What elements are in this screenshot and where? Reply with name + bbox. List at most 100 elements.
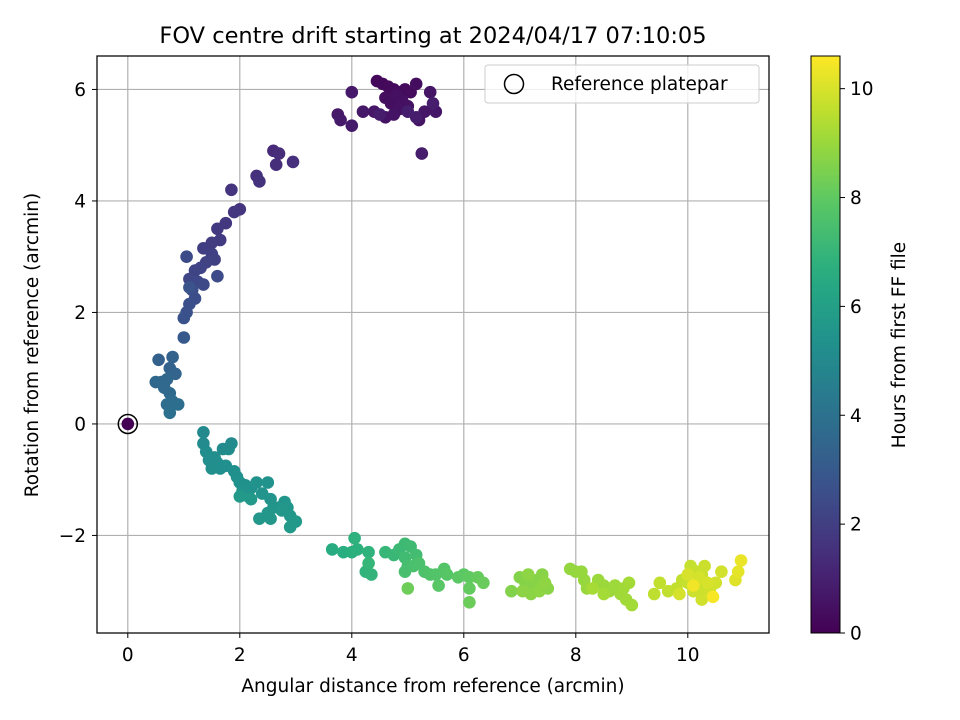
data-point <box>362 557 375 570</box>
data-point <box>197 278 210 291</box>
data-point <box>211 222 224 236</box>
colorbar-ticks: 0 2 4 6 8 10 <box>840 79 874 645</box>
x-tick-label: 6 <box>458 645 470 666</box>
data-point <box>423 85 437 99</box>
colorbar-tick-label: 0 <box>850 624 862 645</box>
data-point <box>373 108 387 121</box>
data-point <box>401 582 415 595</box>
data-point <box>345 119 359 132</box>
data-point <box>180 250 193 263</box>
legend-label: Reference platepar <box>551 74 728 95</box>
data-point <box>734 554 748 567</box>
x-tick-label: 8 <box>570 645 582 666</box>
data-point <box>463 582 476 595</box>
colorbar <box>810 55 841 634</box>
plot-area-frame <box>96 55 770 634</box>
x-axis-label: Angular distance from reference (arcmin) <box>241 676 624 697</box>
data-point <box>647 587 661 601</box>
data-point <box>244 492 258 506</box>
data-point <box>426 97 440 110</box>
x-tick-label: 4 <box>346 645 358 666</box>
y-tick-label: −2 <box>59 526 86 547</box>
data-point <box>166 350 179 364</box>
data-point <box>286 155 300 169</box>
data-point <box>401 105 415 118</box>
colorbar-tick-label: 2 <box>850 515 862 536</box>
data-point <box>163 406 177 420</box>
data-point <box>253 175 266 188</box>
data-point <box>681 568 695 581</box>
data-point <box>177 311 191 325</box>
data-point <box>463 596 476 609</box>
reference-platepar-marker <box>117 413 139 435</box>
x-tick-label: 10 <box>676 645 700 666</box>
data-point <box>216 442 230 456</box>
data-point <box>586 582 599 595</box>
y-axis-label: Rotation from reference (arcmin) <box>22 193 43 497</box>
y-tick-label: 6 <box>74 80 86 101</box>
data-point <box>622 576 636 590</box>
data-point <box>701 576 714 590</box>
data-point <box>698 559 711 573</box>
y-tick-label: 4 <box>74 191 86 212</box>
data-point <box>538 576 552 590</box>
y-tick-label: 2 <box>74 303 86 324</box>
y-tick-label: 0 <box>74 414 86 435</box>
y-axis-ticks: −2 0 2 4 6 <box>59 80 97 547</box>
data-point <box>283 520 297 534</box>
legend-marker-open-circle <box>503 73 525 95</box>
data-point <box>362 545 375 559</box>
colorbar-tick-label: 4 <box>850 406 862 427</box>
data-point <box>731 565 745 578</box>
data-point <box>415 147 429 160</box>
x-tick-label: 0 <box>122 645 134 666</box>
data-point <box>653 576 667 590</box>
data-point <box>177 331 191 344</box>
data-point <box>233 490 247 503</box>
data-point <box>269 158 283 171</box>
x-tick-label: 2 <box>234 645 246 666</box>
data-point <box>345 85 359 99</box>
colorbar-tick-label: 8 <box>850 188 862 209</box>
data-point <box>516 584 529 598</box>
data-point <box>261 476 275 489</box>
data-point <box>197 426 210 439</box>
data-point <box>348 531 361 545</box>
colorbar-tick-label: 10 <box>850 79 874 100</box>
chart-title: FOV centre drift starting at 2024/04/17 … <box>159 23 706 49</box>
data-point <box>152 353 165 367</box>
data-point <box>695 593 709 606</box>
data-point <box>625 598 639 612</box>
data-point <box>250 476 263 489</box>
data-point <box>227 205 241 219</box>
colorbar-label: Hours from first FF file <box>889 242 910 448</box>
data-point <box>706 590 720 604</box>
data-point <box>253 512 266 525</box>
x-axis-ticks: 0 2 4 6 8 10 <box>122 633 700 666</box>
data-point <box>205 462 219 475</box>
data-points <box>117 74 748 612</box>
data-point <box>121 417 135 431</box>
data-point <box>505 584 518 598</box>
colorbar-tick-label: 6 <box>850 297 862 318</box>
data-point <box>272 147 286 160</box>
data-point <box>365 568 378 581</box>
data-point <box>325 543 339 556</box>
data-point <box>183 281 196 294</box>
data-point <box>264 512 277 525</box>
data-point <box>171 398 185 411</box>
data-point <box>521 568 535 581</box>
data-point <box>440 568 454 581</box>
data-point <box>334 113 347 127</box>
data-point <box>715 565 728 578</box>
data-point <box>687 579 700 592</box>
data-point <box>225 183 238 197</box>
data-point <box>409 77 423 91</box>
legend: Reference platepar <box>484 64 760 104</box>
data-point <box>597 587 611 601</box>
data-point <box>351 543 364 556</box>
data-point <box>356 105 370 118</box>
data-point <box>432 579 445 592</box>
legend-box <box>484 64 760 104</box>
